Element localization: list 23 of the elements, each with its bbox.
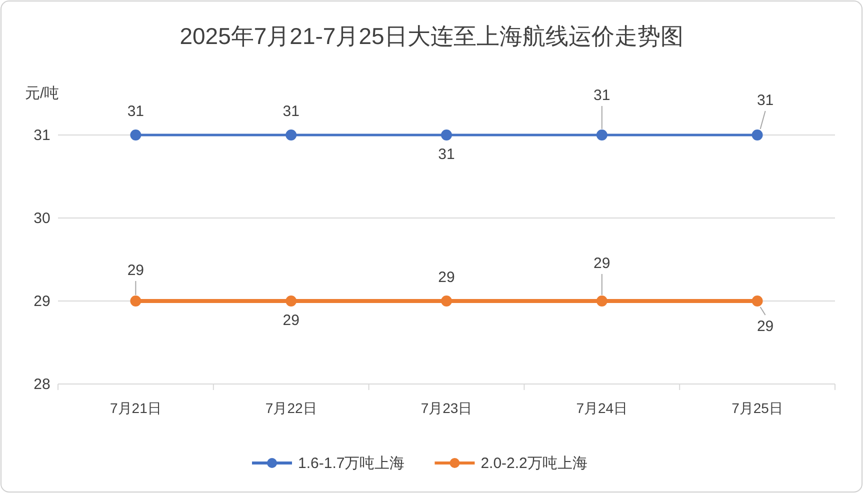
y-tick-label: 29 [34,293,50,310]
x-tick-label: 7月21日 [110,400,162,416]
x-tick-label: 7月24日 [576,400,628,416]
data-label: 31 [756,92,774,109]
y-tick-label: 30 [34,210,50,227]
data-label: 29 [594,255,610,272]
y-axis-title: 元/吨 [25,85,60,102]
x-tick-label: 7月25日 [732,400,783,416]
data-label: 29 [282,312,300,329]
y-tick-label: 28 [34,376,50,393]
data-label: 29 [127,262,144,279]
legend-label: 1.6-1.7万吨上海 [298,455,405,472]
data-label: 31 [594,87,610,104]
x-tick-label: 7月23日 [420,400,472,416]
chart-title: 2025年7月21-7月25日大连至上海航线运价走势图 [180,23,684,49]
data-label: 31 [127,103,144,120]
data-label: 29 [438,269,455,286]
x-tick-label: 7月22日 [265,400,317,416]
y-tick-label: 31 [34,127,50,144]
data-label: 29 [756,318,774,335]
data-label: 31 [282,103,300,120]
data-label: 31 [438,146,455,163]
legend-label: 2.0-2.2万吨上海 [480,455,588,472]
